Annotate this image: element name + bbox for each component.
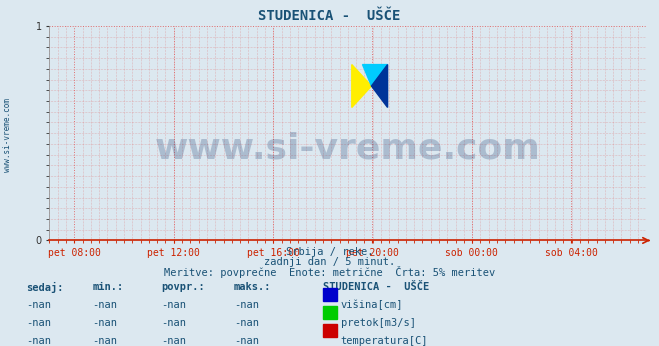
Polygon shape [362, 65, 387, 86]
Text: maks.:: maks.: [234, 282, 272, 292]
Text: STUDENICA -  UŠČE: STUDENICA - UŠČE [323, 282, 429, 292]
Text: min.:: min.: [92, 282, 123, 292]
Text: www.si-vreme.com: www.si-vreme.com [155, 131, 540, 165]
Text: višina[cm]: višina[cm] [341, 300, 403, 310]
Text: -nan: -nan [92, 300, 117, 310]
Text: -nan: -nan [92, 336, 117, 346]
Text: zadnji dan / 5 minut.: zadnji dan / 5 minut. [264, 257, 395, 267]
Text: -nan: -nan [234, 300, 259, 310]
Text: -nan: -nan [234, 318, 259, 328]
Text: -nan: -nan [161, 336, 186, 346]
Polygon shape [372, 65, 387, 108]
Text: -nan: -nan [26, 300, 51, 310]
Text: -nan: -nan [161, 318, 186, 328]
Text: STUDENICA -  UŠČE: STUDENICA - UŠČE [258, 9, 401, 22]
Text: sedaj:: sedaj: [26, 282, 64, 293]
Text: -nan: -nan [26, 318, 51, 328]
Text: -nan: -nan [26, 336, 51, 346]
Text: Meritve: povprečne  Enote: metrične  Črta: 5% meritev: Meritve: povprečne Enote: metrične Črta:… [164, 266, 495, 278]
Text: temperatura[C]: temperatura[C] [341, 336, 428, 346]
Text: www.si-vreme.com: www.si-vreme.com [3, 98, 13, 172]
Text: Srbija / reke.: Srbija / reke. [286, 247, 373, 257]
Text: -nan: -nan [234, 336, 259, 346]
Polygon shape [352, 65, 372, 108]
Text: povpr.:: povpr.: [161, 282, 205, 292]
Text: -nan: -nan [92, 318, 117, 328]
Text: pretok[m3/s]: pretok[m3/s] [341, 318, 416, 328]
Text: -nan: -nan [161, 300, 186, 310]
